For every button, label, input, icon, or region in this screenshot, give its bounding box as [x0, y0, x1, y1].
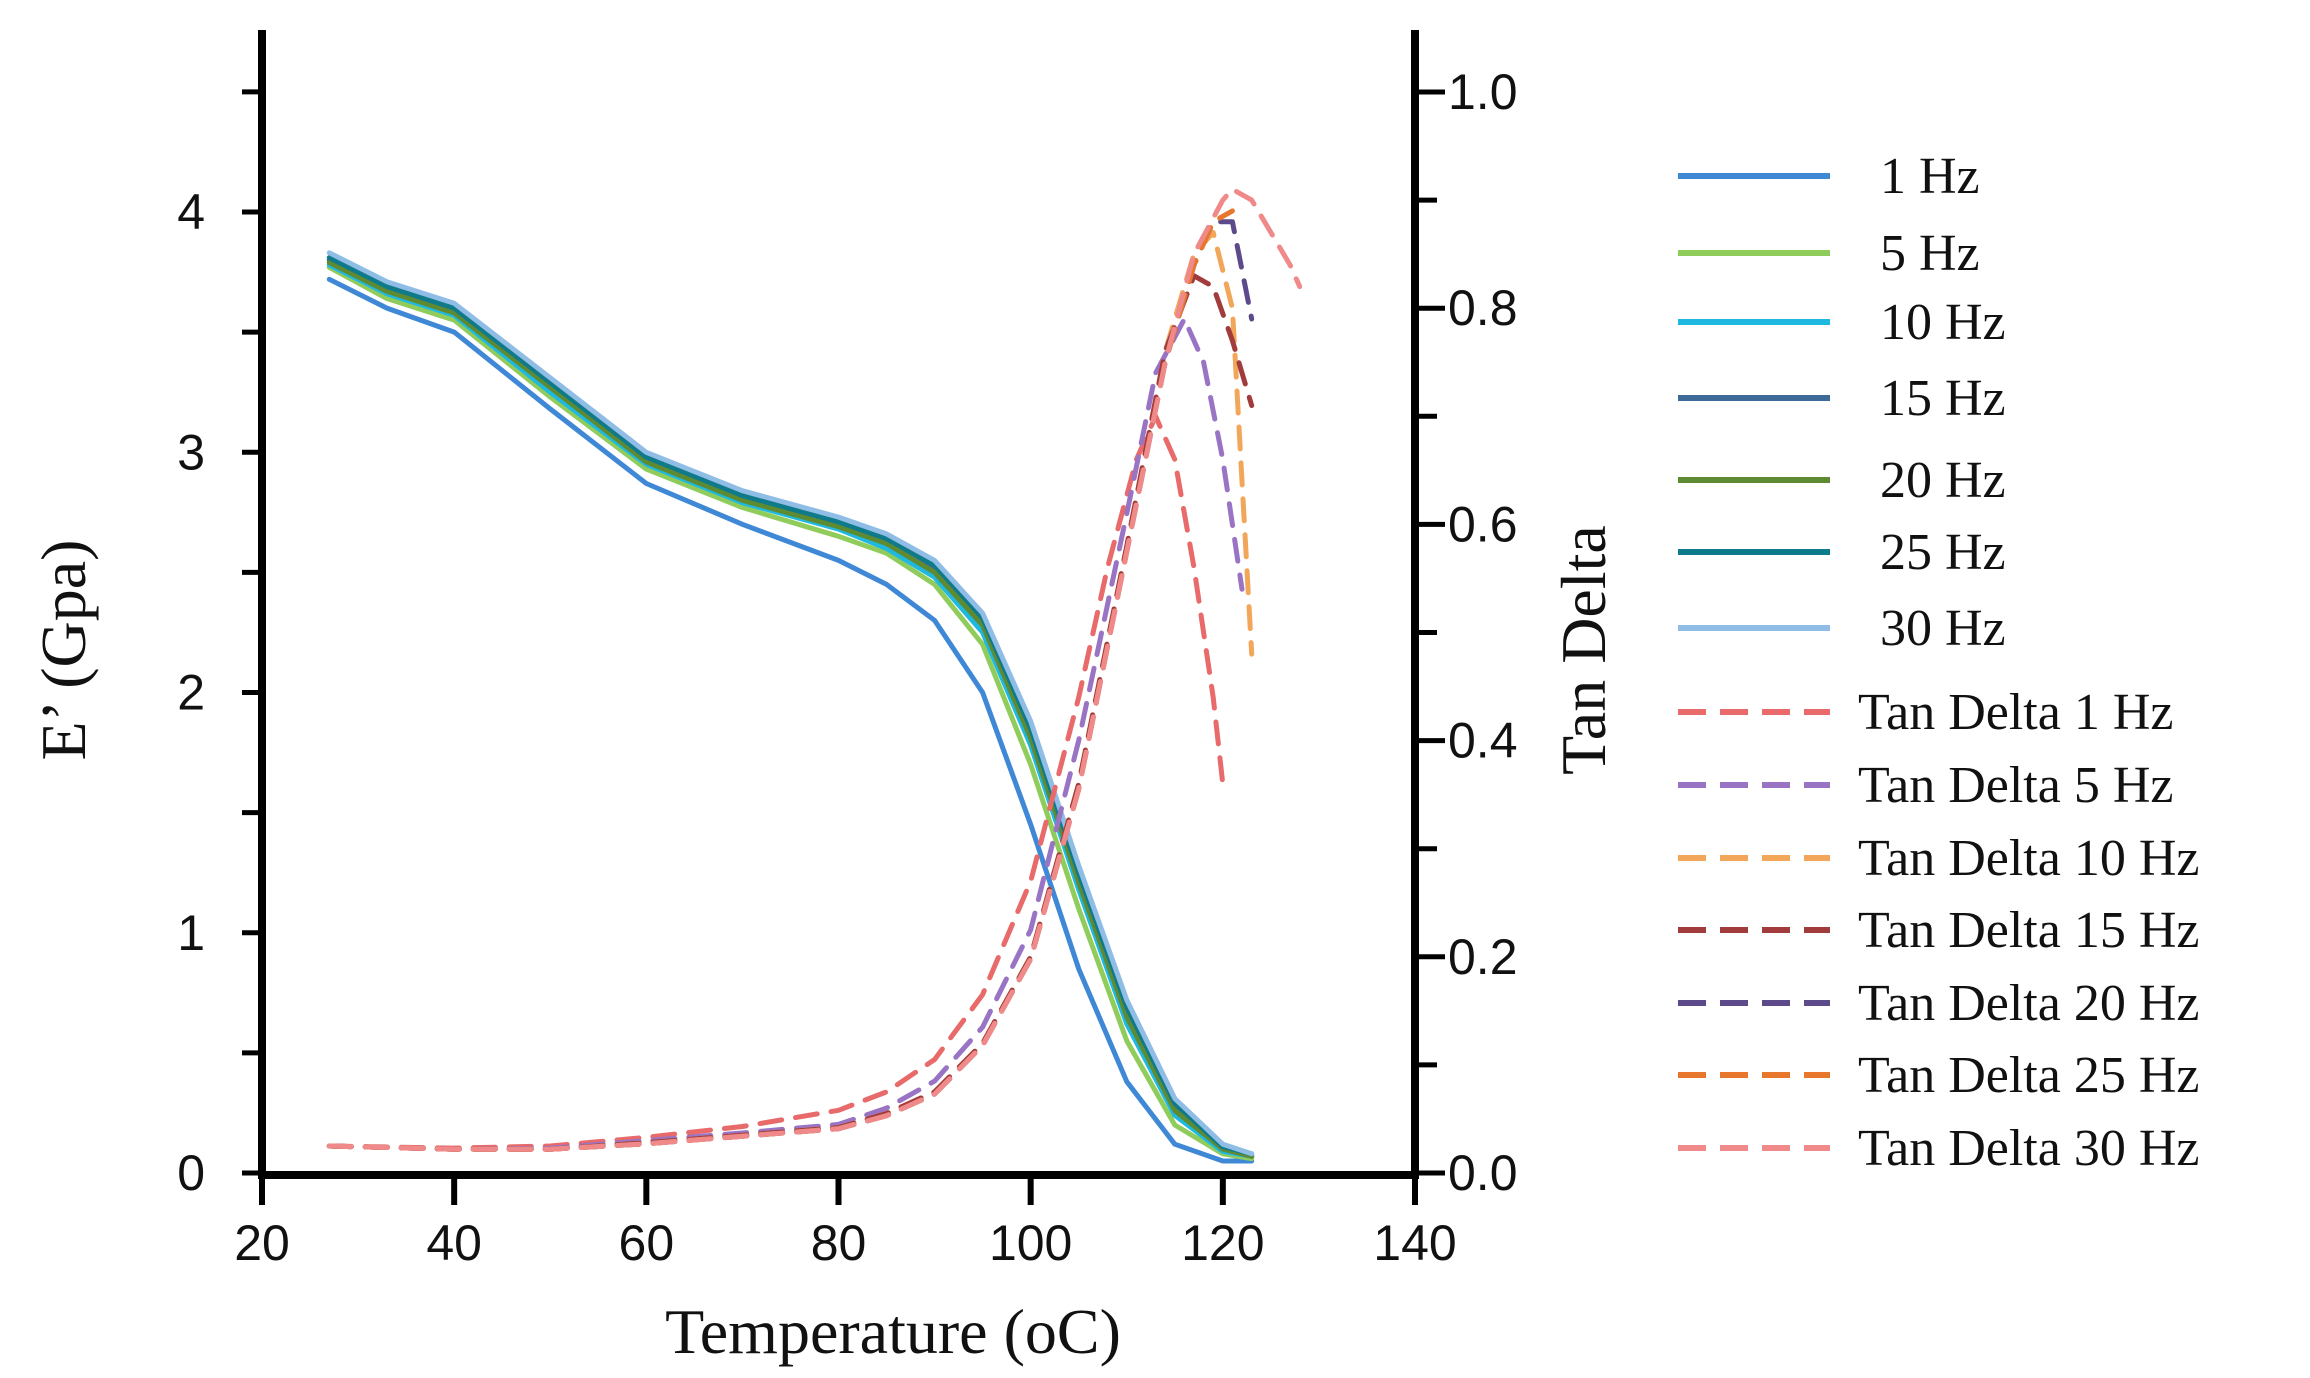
legend-label-10: Tan Delta 10 Hz — [1858, 830, 2199, 887]
x-tick-label: 120 — [1181, 1215, 1264, 1271]
legend-label-13: Tan Delta 25 Hz — [1858, 1047, 2199, 1104]
series-line-5 — [326, 260, 1255, 1159]
y-left-tick-label: 2 — [177, 665, 205, 721]
y-right-tick-label: 0.4 — [1448, 713, 1518, 769]
legend-label-1: 1 Hz — [1880, 148, 1980, 205]
series-line-2 — [326, 264, 1255, 1162]
x-axis-title: Temperature (oC) — [665, 1296, 1121, 1367]
x-tick-label: 140 — [1373, 1215, 1456, 1271]
y-left-tick-label: 3 — [177, 424, 205, 480]
series-line-3 — [326, 262, 1255, 1159]
legend-label-9: Tan Delta 5 Hz — [1858, 757, 2173, 814]
y-right-tick-label: 0.8 — [1448, 280, 1518, 336]
x-tick-label: 80 — [811, 1215, 867, 1271]
ticks: 20 40 60 80 100 120 140 0 1 2 3 4 0.0 0.2 0.4 0.6 0.8 1.0 — [177, 64, 1517, 1271]
legend-label-11: Tan Delta 15 Hz — [1858, 902, 2199, 959]
legend-label-5: 20 Hz — [1880, 452, 2006, 509]
x-tick-label: 20 — [234, 1215, 290, 1271]
legend-label-4: 15 Hz — [1880, 370, 2006, 427]
series-line-14 — [326, 186, 1303, 1152]
y-left-tick-label: 1 — [177, 905, 205, 961]
x-tick-label: 60 — [619, 1215, 675, 1271]
series-line-1 — [326, 276, 1255, 1164]
series-line-8 — [326, 413, 1226, 1151]
series-line-4 — [326, 257, 1255, 1159]
y-axis-left-title: E’ (Gpa) — [28, 540, 99, 761]
legend-label-12: Tan Delta 20 Hz — [1858, 975, 2199, 1032]
plot-lines — [326, 186, 1303, 1164]
legend-label-2: 5 Hz — [1880, 225, 1980, 282]
y-right-tick-label: 0.2 — [1448, 929, 1518, 985]
legend-label-14: Tan Delta 30 Hz — [1858, 1120, 2199, 1177]
legend: 1 Hz 5 Hz 10 Hz 15 Hz 20 Hz 25 Hz 30 Hz Tan Del… — [1678, 148, 2199, 1177]
y-right-tick-label: 1.0 — [1448, 64, 1518, 120]
y-axis-right-title: Tan Delta — [1548, 525, 1619, 775]
series-line-10 — [326, 230, 1255, 1152]
y-left-tick-label: 4 — [177, 184, 205, 240]
y-right-tick-label: 0.0 — [1448, 1145, 1518, 1201]
series-line-6 — [326, 255, 1255, 1157]
legend-label-7: 30 Hz — [1880, 600, 2006, 657]
series-line-9 — [326, 316, 1245, 1152]
x-tick-label: 100 — [989, 1215, 1072, 1271]
x-tick-label: 40 — [426, 1215, 482, 1271]
axes — [258, 30, 1419, 1179]
series-line-11 — [326, 273, 1255, 1152]
y-left-tick-label: 0 — [177, 1145, 205, 1201]
series-line-7 — [326, 250, 1255, 1157]
legend-label-6: 25 Hz — [1880, 524, 2006, 581]
legend-label-8: Tan Delta 1 Hz — [1858, 684, 2173, 741]
y-right-tick-label: 0.6 — [1448, 496, 1518, 552]
legend-label-3: 10 Hz — [1880, 294, 2006, 351]
